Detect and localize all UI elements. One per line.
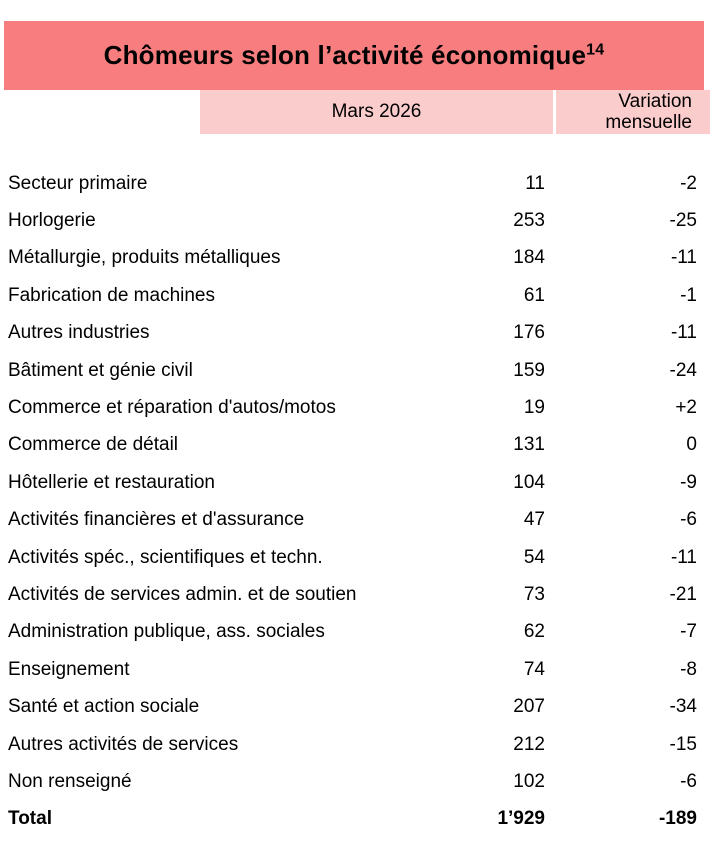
row-variation: -2 (680, 172, 697, 194)
page-title: Chômeurs selon l’activité économique14 (104, 40, 605, 71)
table-rows: Secteur primaire 11 -2 Horlogerie 253 -2… (0, 165, 712, 838)
row-value: 159 (513, 359, 545, 381)
table-row: Commerce et réparation d'autos/motos 19 … (0, 389, 712, 426)
row-variation: -189 (658, 808, 697, 830)
row-value: 54 (523, 546, 545, 568)
row-label: Non renseigné (8, 770, 132, 792)
row-value: 74 (523, 658, 545, 680)
page-title-text: Chômeurs selon l’activité économique (103, 40, 587, 70)
row-variation: -6 (680, 509, 697, 531)
column-header-variation-line2: mensuelle (605, 112, 692, 133)
table-row: Activités financières et d'assurance 47 … (0, 502, 712, 539)
column-divider (553, 90, 556, 134)
row-label: Autres industries (8, 322, 150, 344)
row-label: Activités financières et d'assurance (8, 509, 305, 531)
row-label: Total (8, 808, 52, 830)
row-label: Activités de services admin. et de souti… (8, 583, 357, 605)
table-row: Commerce de détail 131 0 (0, 427, 712, 464)
row-label: Activités spéc., scientifiques et techn. (8, 546, 323, 568)
row-value: 207 (513, 696, 545, 718)
row-variation: -9 (680, 471, 697, 493)
row-label: Enseignement (8, 658, 130, 680)
row-variation: +2 (675, 397, 697, 419)
table-row: Fabrication de machines 61 -1 (0, 277, 712, 314)
row-variation: -15 (669, 733, 697, 755)
table-row: Autres activités de services 212 -15 (0, 726, 712, 763)
footnote-reference: 14 (586, 41, 605, 59)
row-value: 102 (513, 770, 545, 792)
row-label: Autres activités de services (8, 733, 239, 755)
table-title-band: Chômeurs selon l’activité économique14 (4, 21, 704, 90)
row-label: Fabrication de machines (8, 284, 215, 306)
row-value: 61 (523, 284, 545, 306)
row-value: 47 (523, 509, 545, 531)
table-row: Horlogerie 253 -25 (0, 202, 712, 239)
column-header-period: Mars 2026 (200, 90, 553, 134)
row-value: 1’929 (497, 808, 545, 830)
row-value: 253 (513, 210, 545, 232)
row-variation: -11 (670, 247, 697, 269)
row-variation: -6 (680, 770, 697, 792)
row-value: 176 (513, 322, 545, 344)
table-row-total: Total 1’929 -189 (0, 801, 712, 838)
row-variation: -7 (680, 621, 697, 643)
column-header-variation-line1: Variation (618, 91, 692, 112)
table-row: Santé et action sociale 207 -34 (0, 688, 712, 725)
row-label: Secteur primaire (8, 172, 148, 194)
row-variation: -11 (670, 322, 697, 344)
row-value: 19 (523, 397, 545, 419)
row-label: Commerce et réparation d'autos/motos (8, 397, 336, 419)
row-variation: -11 (670, 546, 697, 568)
row-label: Horlogerie (8, 210, 96, 232)
column-header-variation: Variation mensuelle (556, 90, 710, 134)
row-label: Hôtellerie et restauration (8, 471, 215, 493)
row-variation: -24 (669, 359, 697, 381)
table-row: Non renseigné 102 -6 (0, 763, 712, 800)
table-row: Enseignement 74 -8 (0, 651, 712, 688)
table-row: Administration publique, ass. sociales 6… (0, 614, 712, 651)
row-variation: -8 (680, 658, 697, 680)
row-value: 11 (525, 172, 545, 194)
row-label: Santé et action sociale (8, 696, 200, 718)
row-label: Administration publique, ass. sociales (8, 621, 325, 643)
row-label: Commerce de détail (8, 434, 179, 456)
column-header-band: Mars 2026 Variation mensuelle (200, 90, 710, 134)
table-row: Autres industries 176 -11 (0, 315, 712, 352)
table-row: Secteur primaire 11 -2 (0, 165, 712, 202)
table-row: Activités de services admin. et de souti… (0, 576, 712, 613)
table-row: Métallurgie, produits métalliques 184 -1… (0, 240, 712, 277)
row-value: 62 (523, 621, 545, 643)
row-variation: -1 (680, 284, 697, 306)
row-variation: -21 (669, 583, 697, 605)
row-value: 104 (513, 471, 545, 493)
row-label: Bâtiment et génie civil (8, 359, 193, 381)
table-row: Hôtellerie et restauration 104 -9 (0, 464, 712, 501)
row-variation: 0 (686, 434, 697, 456)
row-value: 73 (523, 583, 545, 605)
table-row: Activités spéc., scientifiques et techn.… (0, 539, 712, 576)
row-variation: -34 (669, 696, 697, 718)
row-value: 184 (513, 247, 545, 269)
row-variation: -25 (669, 210, 697, 232)
table-row: Bâtiment et génie civil 159 -24 (0, 352, 712, 389)
row-value: 131 (513, 434, 545, 456)
row-label: Métallurgie, produits métalliques (8, 247, 281, 269)
row-value: 212 (513, 733, 545, 755)
